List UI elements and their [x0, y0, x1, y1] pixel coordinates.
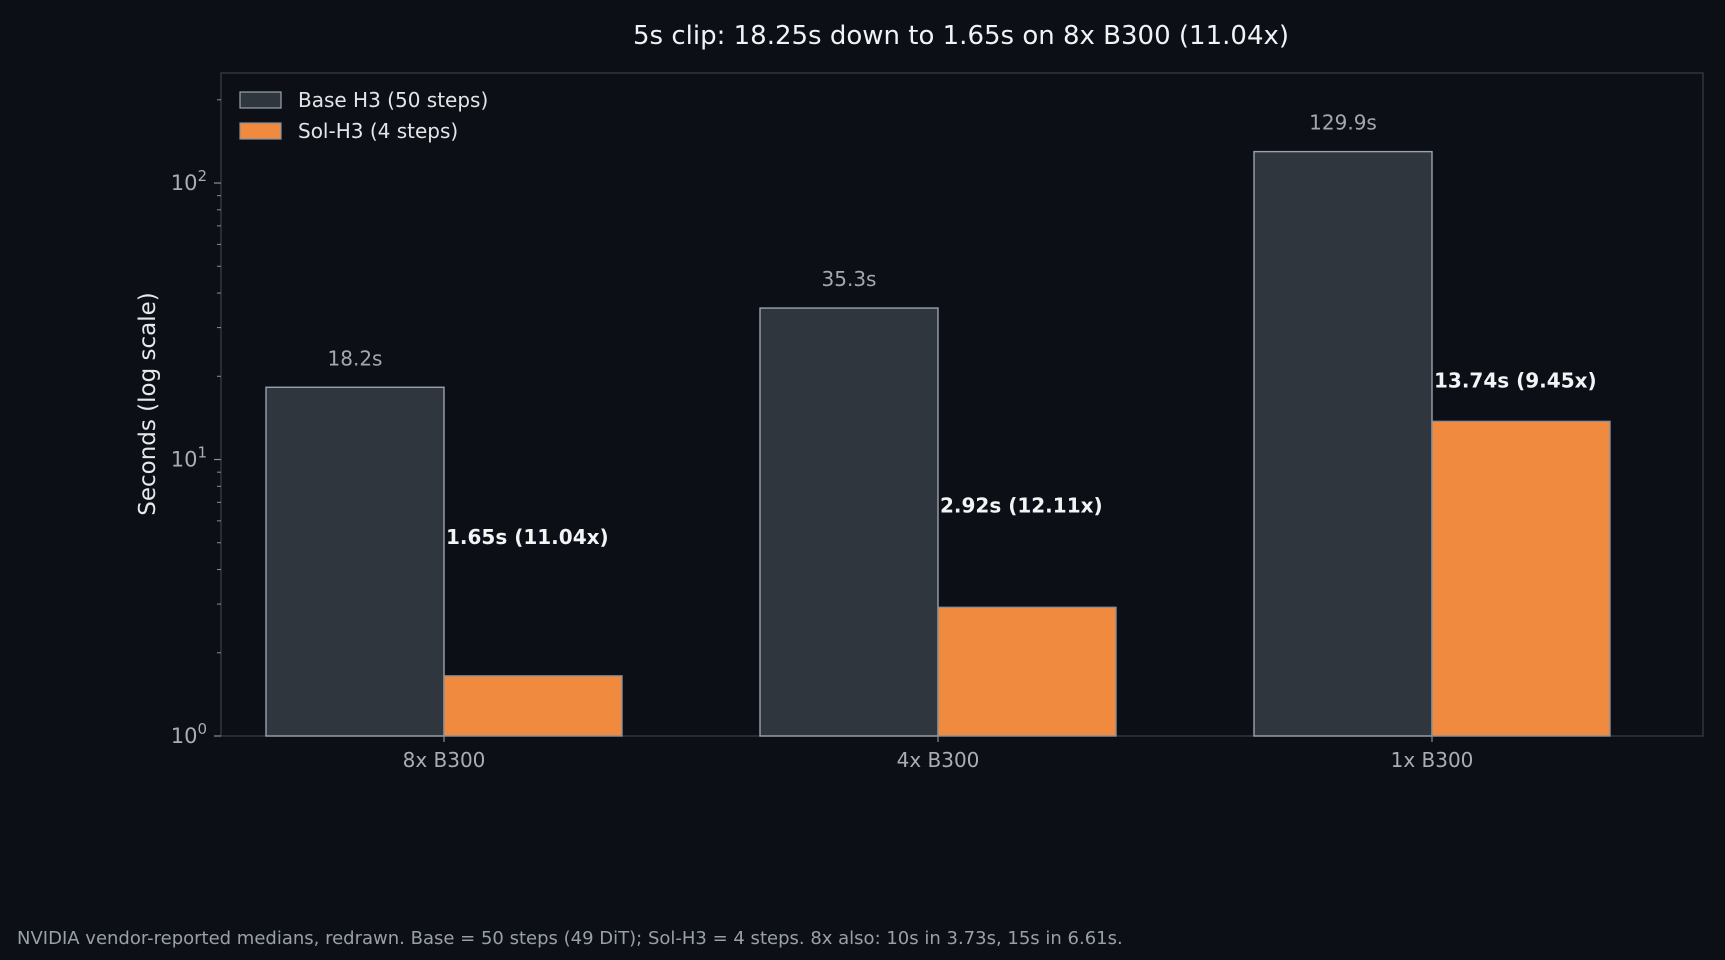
- data-label-base: 35.3s: [822, 267, 877, 291]
- bar-sol-h3: [1431, 420, 1611, 737]
- bar-sol-h3: [443, 675, 623, 737]
- y-tick-label: 102: [171, 167, 207, 195]
- data-label-base: 129.9s: [1309, 111, 1377, 135]
- y-ticks: 100 101 102: [171, 99, 221, 748]
- y-tick-label: 100: [171, 720, 207, 748]
- chart-title: 5s clip: 18.25s down to 1.65s on 8x B300…: [633, 21, 1289, 51]
- y-axis-label: Seconds (log scale): [135, 292, 161, 516]
- data-label-sol: 1.65s (11.04x): [446, 525, 609, 549]
- data-label-sol: 13.74s (9.45x): [1434, 368, 1597, 392]
- x-tick-label: 1x B300: [1391, 748, 1474, 772]
- bar-base-h3: [759, 307, 939, 737]
- legend-swatch-base: [239, 91, 282, 109]
- x-tick-label: 8x B300: [403, 748, 486, 772]
- data-label-base: 18.2s: [328, 346, 383, 370]
- legend-label: Sol-H3 (4 steps): [298, 119, 458, 143]
- legend-label: Base H3 (50 steps): [298, 88, 488, 112]
- x-ticks: 8x B300 4x B300 1x B300: [403, 736, 1474, 772]
- bar-base-h3: [1253, 150, 1433, 737]
- bars: 18.2s 1.65s (11.04x) 35.3s 2.92s (12.11x) 12…: [265, 111, 1611, 737]
- bar-base-h3: [265, 386, 445, 737]
- x-tick-label: 4x B300: [897, 748, 980, 772]
- legend: Base H3 (50 steps) Sol-H3 (4 steps): [239, 88, 488, 143]
- y-tick-label: 101: [171, 444, 207, 472]
- data-label-sol: 2.92s (12.11x): [940, 494, 1103, 518]
- legend-swatch-sol: [239, 122, 282, 140]
- footnote: NVIDIA vendor-reported medians, redrawn.…: [17, 928, 1123, 949]
- bar-sol-h3: [937, 606, 1117, 737]
